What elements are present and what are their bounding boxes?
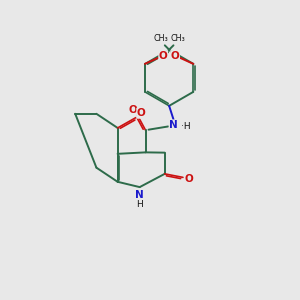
Text: O: O xyxy=(137,108,146,118)
Text: N: N xyxy=(169,120,178,130)
Text: O: O xyxy=(159,51,167,61)
Text: O: O xyxy=(184,174,193,184)
Text: O: O xyxy=(128,105,137,115)
Text: CH₃: CH₃ xyxy=(170,34,185,43)
Text: N: N xyxy=(135,190,144,200)
Text: H: H xyxy=(136,200,143,209)
Text: CH₃: CH₃ xyxy=(153,34,168,43)
Text: O: O xyxy=(171,51,179,61)
Text: ·H: ·H xyxy=(181,122,191,131)
